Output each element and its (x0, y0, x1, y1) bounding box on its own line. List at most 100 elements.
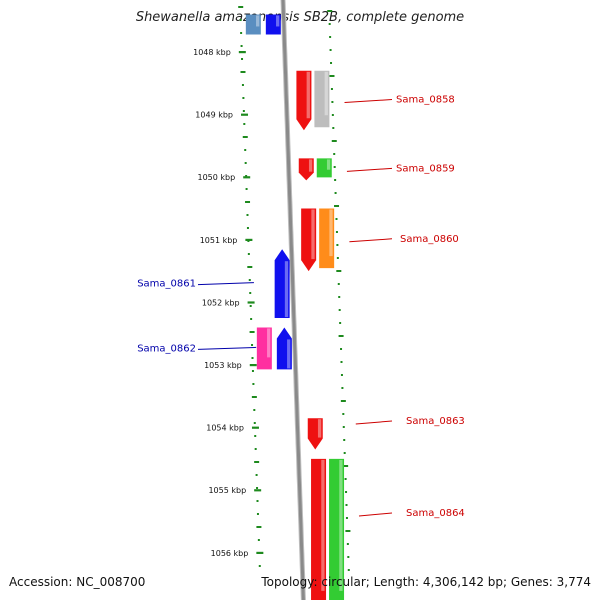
gene-highlight (326, 159, 331, 170)
gene-arrow-Sama_0860 (301, 208, 317, 272)
leader-line-Sama_0863 (355, 420, 393, 425)
track-dot-left (240, 32, 243, 34)
track-dot-left (247, 253, 250, 255)
track-dot-right (338, 296, 341, 298)
cog-box-Sama_0859 (316, 158, 332, 178)
track-dot-left (250, 318, 253, 320)
track-dot-left (252, 383, 255, 385)
track-dot-left (244, 149, 247, 151)
cog-box-Sama_0864 (329, 458, 345, 600)
track-dot-right (335, 231, 338, 233)
track-dot-left (256, 526, 262, 528)
scale-tick (247, 301, 255, 304)
track-dot-right (340, 374, 343, 376)
track-dot-right (331, 114, 334, 116)
accession-text: Accession: NC_008700 (9, 575, 146, 589)
scale-tick-label: 1053 kbp (204, 361, 242, 370)
track-dot-right (332, 127, 335, 129)
track-dot-right (342, 413, 345, 415)
track-dot-left (251, 357, 254, 359)
track-dot-right (343, 465, 349, 467)
track-dot-right (342, 426, 345, 428)
track-dot-right (331, 140, 337, 142)
track-dot-right (340, 348, 343, 350)
gene-label-Sama_0863: Sama_0863 (406, 416, 465, 427)
track-dot-right (340, 361, 343, 363)
track-dot-left (240, 45, 243, 47)
gene-highlight (339, 459, 343, 591)
track-dot-left (254, 448, 257, 450)
track-dot-left (254, 461, 260, 463)
gene-label-Sama_0862: Sama_0862 (137, 343, 196, 354)
gene-arrow-Sama_0862 (276, 327, 292, 370)
cog-box-Sama_0860 (319, 208, 335, 269)
track-dot-left (241, 58, 244, 60)
track-dot-left (245, 175, 248, 177)
scale-tick (256, 551, 264, 554)
track-dot-right (329, 75, 335, 77)
scale-tick (243, 176, 251, 179)
track-dot-left (246, 227, 249, 229)
leader-line-Sama_0858 (344, 99, 393, 104)
leader-line-Sama_0860 (349, 238, 393, 243)
gene-arrow-pre-blue-2 (265, 14, 281, 35)
track-dot-right (336, 244, 339, 246)
track-dot-left (249, 292, 252, 294)
track-dot-left (240, 71, 246, 73)
track-dot-right (338, 309, 341, 311)
track-dot-right (345, 504, 348, 506)
gene-highlight (311, 209, 315, 260)
gene-highlight (324, 71, 328, 116)
scale-tick (254, 489, 262, 492)
scale-tick-label: 1054 kbp (206, 424, 244, 433)
track-dot-right (347, 569, 350, 571)
track-dot-right (336, 257, 339, 259)
gene-features (245, 14, 345, 600)
gene-arrow-pre-blue (245, 14, 261, 35)
track-dot-left (256, 513, 259, 515)
leader-line-Sama_0862 (197, 346, 257, 350)
scale-tick (238, 51, 246, 54)
gene-highlight (321, 459, 325, 591)
genome-axis (280, 0, 306, 600)
track-dot-left (256, 500, 259, 502)
track-dot-left (243, 123, 246, 125)
gene-arrow-Sama_0864 (311, 458, 327, 600)
track-dot-left (258, 565, 261, 567)
scale-tick-label: 1051 kbp (200, 236, 238, 245)
track-dot-right (338, 335, 344, 337)
scale-tick-label: 1052 kbp (202, 298, 240, 307)
scale-tick-label: 1050 kbp (197, 173, 235, 182)
track-dot-right (341, 387, 344, 389)
gene-arrow-Sama_0863 (307, 418, 323, 450)
track-dot-left (254, 435, 257, 437)
track-dot-right (333, 153, 336, 155)
gene-highlight (276, 15, 280, 27)
scale-tick-label: 1048 kbp (193, 48, 231, 57)
track-dot-left (238, 6, 244, 8)
gene-highlight (284, 261, 289, 318)
genome-stats-text: Topology: circular; Length: 4,306,142 bp… (261, 575, 591, 589)
track-dot-left (248, 279, 251, 281)
track-dot-right (330, 62, 333, 64)
track-dot-right (345, 491, 348, 493)
track-dot-left (245, 201, 251, 203)
axis-line (281, 0, 305, 600)
track-dot-left (249, 331, 255, 333)
gene-arrow-Sama_0861 (274, 249, 290, 319)
track-dot-left (242, 110, 245, 112)
scale-tick (245, 238, 253, 241)
leader-line-Sama_0861 (197, 282, 254, 286)
genome-title: Shewanella amazonensis SB2B, complete ge… (135, 10, 465, 25)
track-dot-left (249, 305, 252, 307)
scale-tick-label: 1055 kbp (208, 486, 246, 495)
track-dot-left (247, 266, 253, 268)
track-dot-left (251, 370, 254, 372)
track-dot-left (242, 136, 248, 138)
track-dot-right (339, 322, 342, 324)
track-dot-right (331, 101, 334, 103)
gene-highlight (317, 419, 322, 438)
track-dot-right (328, 23, 331, 25)
